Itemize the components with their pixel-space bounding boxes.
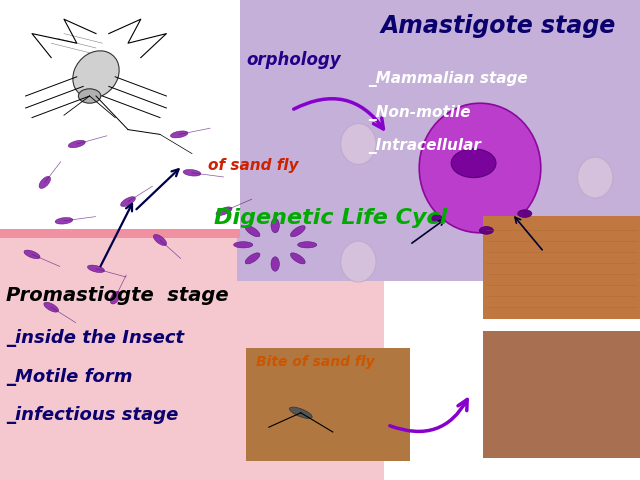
Ellipse shape xyxy=(79,89,101,103)
Ellipse shape xyxy=(73,51,119,98)
Ellipse shape xyxy=(88,265,104,273)
Ellipse shape xyxy=(451,149,496,178)
Ellipse shape xyxy=(216,207,232,216)
Ellipse shape xyxy=(289,407,312,419)
Ellipse shape xyxy=(298,242,317,248)
Ellipse shape xyxy=(578,157,613,198)
Bar xyxy=(246,348,410,461)
Ellipse shape xyxy=(120,197,136,206)
Ellipse shape xyxy=(110,291,120,304)
Text: _Mammalian stage: _Mammalian stage xyxy=(368,71,528,87)
Ellipse shape xyxy=(245,253,260,264)
Ellipse shape xyxy=(271,257,280,271)
Bar xyxy=(0,204,384,480)
Ellipse shape xyxy=(245,226,260,237)
Ellipse shape xyxy=(170,131,188,138)
Text: Promastiogte  stage: Promastiogte stage xyxy=(6,286,229,305)
Ellipse shape xyxy=(55,217,73,224)
Text: _Intracellular: _Intracellular xyxy=(368,138,481,155)
Ellipse shape xyxy=(183,169,201,176)
Bar xyxy=(483,216,640,319)
Ellipse shape xyxy=(479,227,493,234)
Ellipse shape xyxy=(341,123,376,164)
Text: _infectious stage: _infectious stage xyxy=(6,406,179,424)
Text: _Non-motile: _Non-motile xyxy=(368,105,470,121)
Ellipse shape xyxy=(234,242,253,248)
Ellipse shape xyxy=(578,241,613,282)
Ellipse shape xyxy=(68,140,85,148)
Ellipse shape xyxy=(154,234,166,246)
Bar xyxy=(0,229,240,238)
Text: Bite of sand fly: Bite of sand fly xyxy=(256,355,374,370)
Text: Amastigote stage: Amastigote stage xyxy=(381,14,616,38)
Ellipse shape xyxy=(428,215,442,222)
Ellipse shape xyxy=(291,226,305,237)
Bar xyxy=(237,0,640,281)
Ellipse shape xyxy=(24,250,40,259)
Bar xyxy=(0,0,240,233)
Ellipse shape xyxy=(518,210,532,217)
Ellipse shape xyxy=(419,103,541,233)
Ellipse shape xyxy=(39,176,51,189)
Text: of sand fly: of sand fly xyxy=(208,158,299,173)
Text: _Motile form: _Motile form xyxy=(6,368,133,386)
Text: Digenetic Life Cycl: Digenetic Life Cycl xyxy=(214,208,448,228)
Text: orphology: orphology xyxy=(246,51,341,69)
Ellipse shape xyxy=(271,218,280,233)
Ellipse shape xyxy=(44,302,59,312)
Text: _inside the Insect: _inside the Insect xyxy=(6,329,184,348)
Bar xyxy=(483,331,640,458)
Ellipse shape xyxy=(291,253,305,264)
Ellipse shape xyxy=(341,241,376,282)
